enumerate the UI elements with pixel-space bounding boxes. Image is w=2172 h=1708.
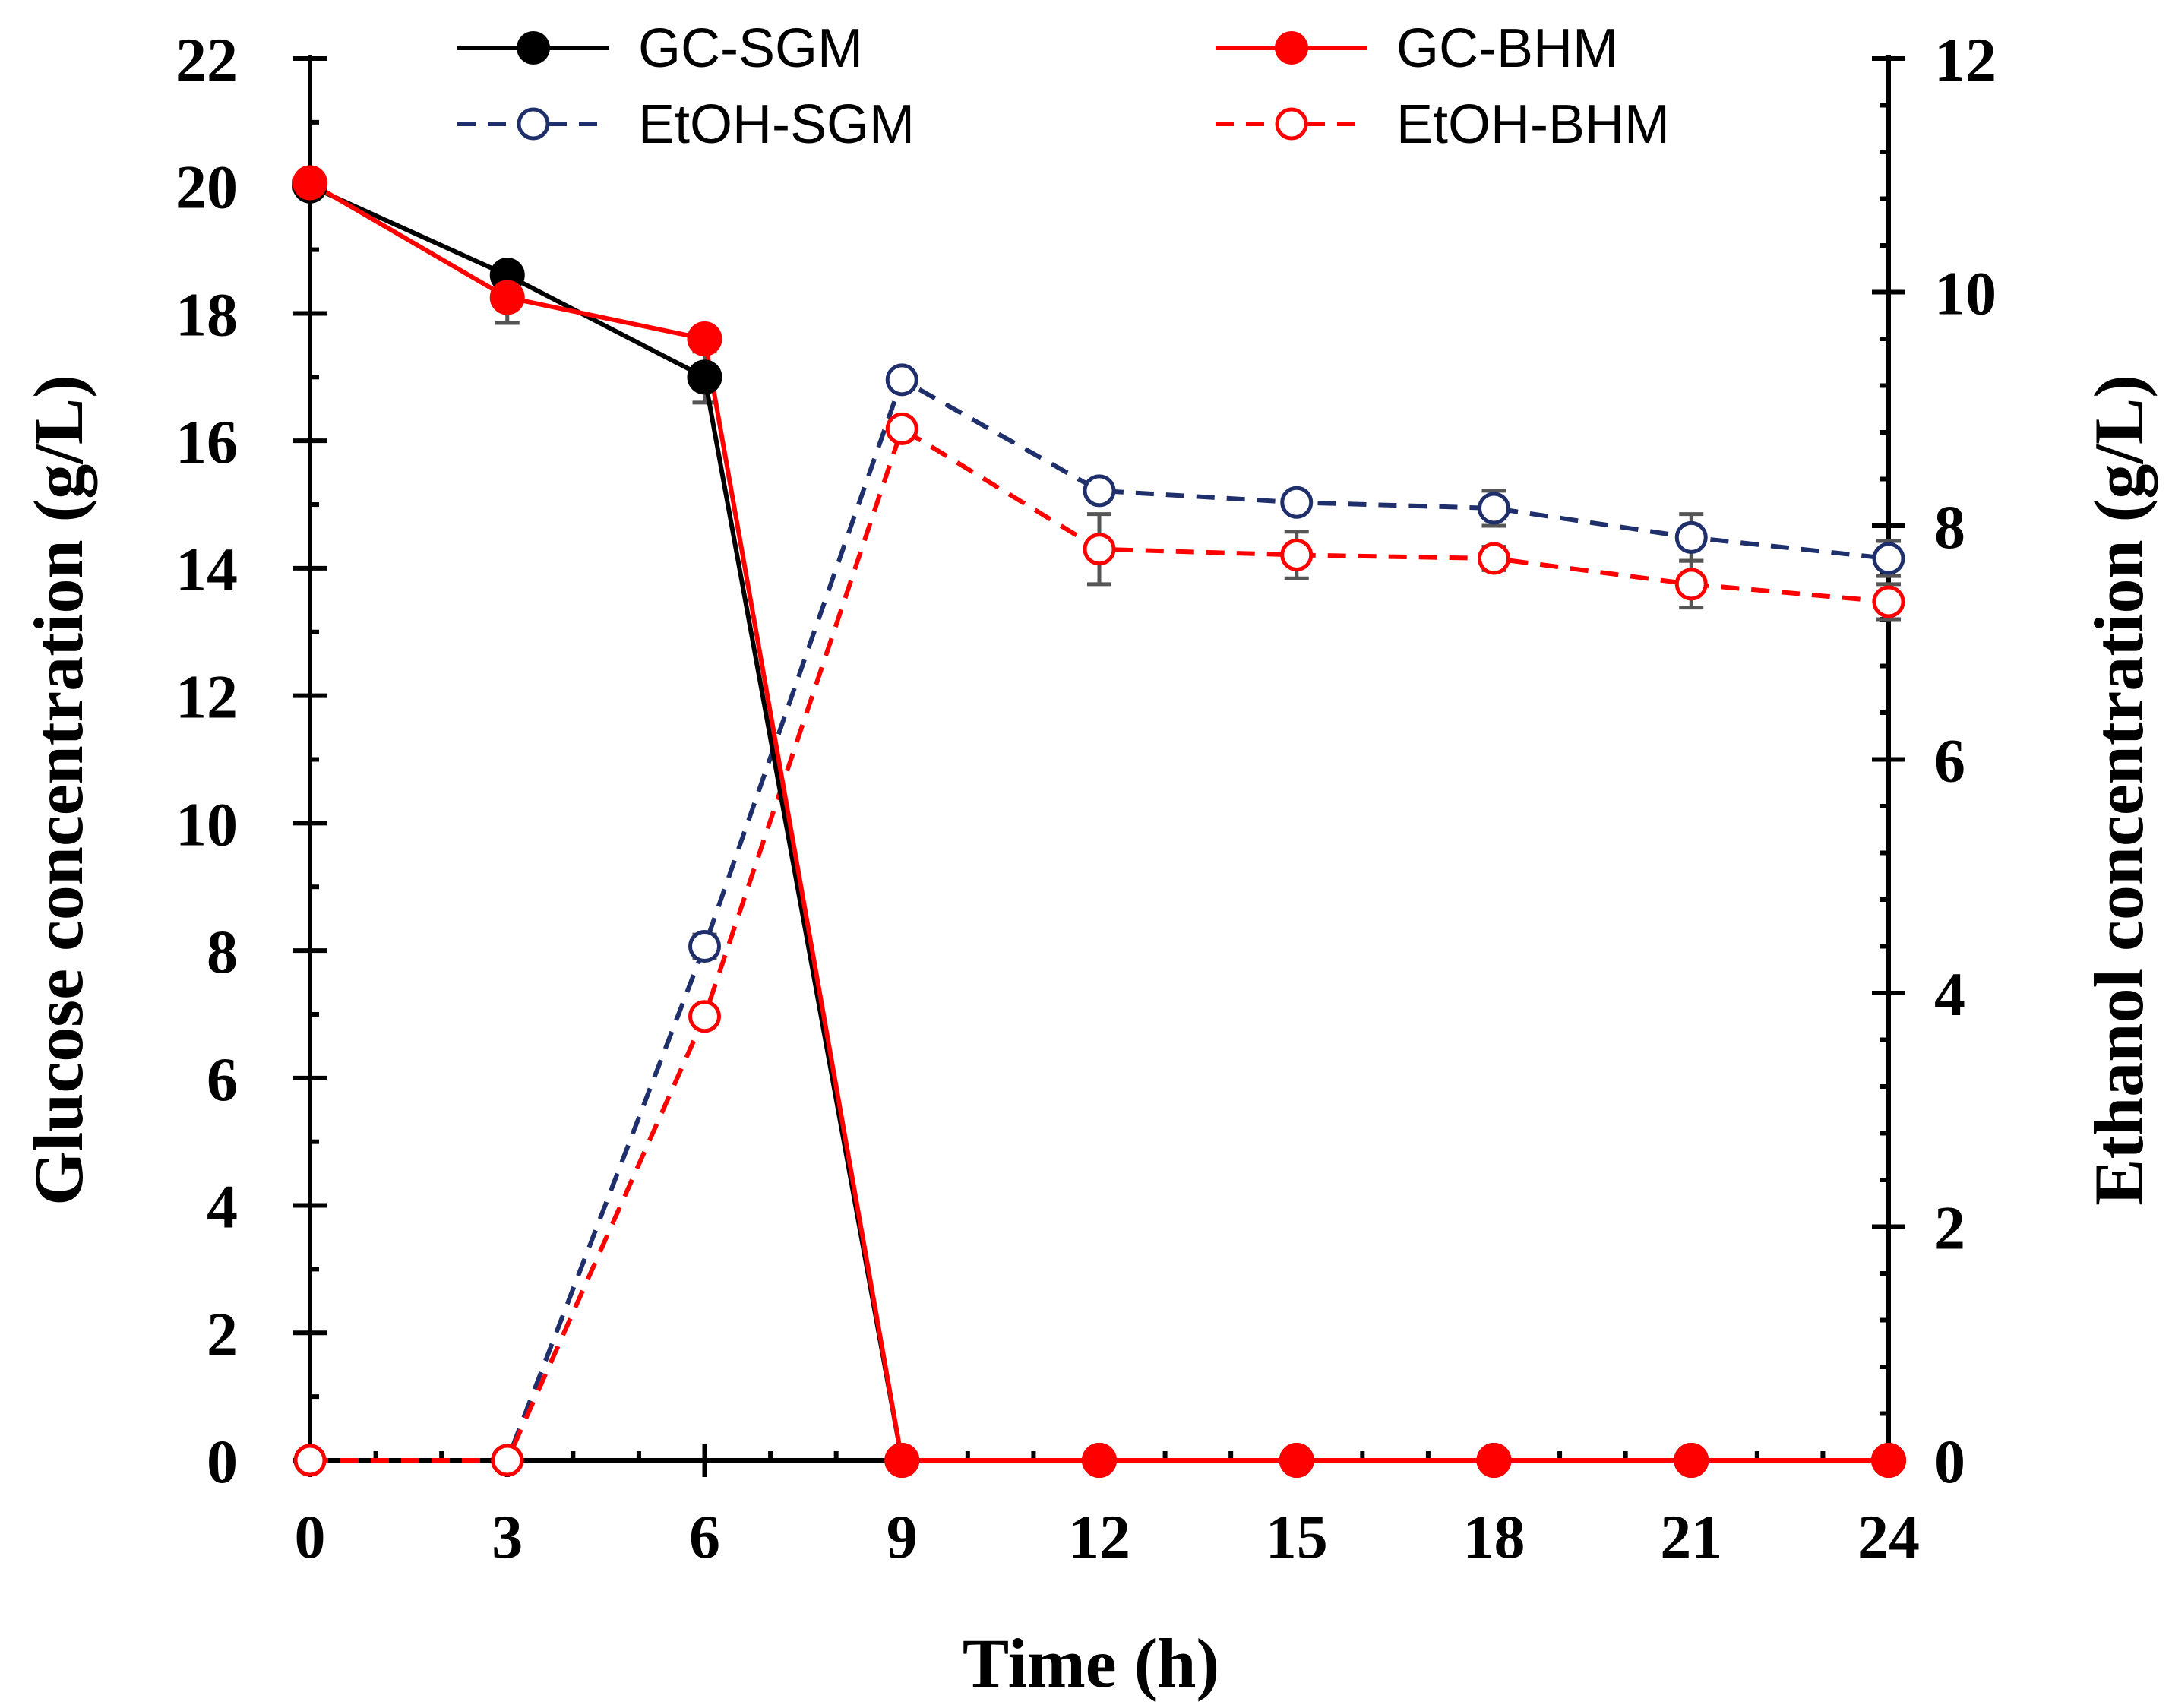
y2-tick-label: 6 [1934,726,1965,795]
x-tick-label: 0 [295,1502,326,1571]
data-point [1280,538,1314,571]
legend: GC-SGM GC-BHM EtOH-SGM EtOH-BHM [457,18,1670,155]
y2-axis-title: Ethanol concentration (g/L) [2080,375,2158,1206]
legend-label: GC-BHM [1396,18,1618,79]
series-line-gc-sgm [308,183,1889,1463]
y-tick-label: 4 [207,1172,238,1241]
y-tick-label: 18 [175,280,238,349]
data-point [688,930,721,963]
y2-tick-label: 4 [1934,960,1965,1029]
y-tick-label: 0 [207,1427,238,1496]
data-point [1872,585,1905,618]
x-tick-label: 24 [1857,1502,1920,1571]
data-point [1083,533,1116,566]
y2-tick-label: 0 [1934,1427,1965,1496]
y-tick-label: 16 [175,407,238,476]
data-point [1082,1443,1117,1478]
data-point [884,1443,920,1478]
x-tick-label: 12 [1068,1502,1130,1571]
y-tick-label: 12 [175,663,238,732]
y2-tick-label: 12 [1934,25,1997,94]
y-tick-label: 20 [175,153,238,222]
data-point [491,1444,524,1477]
legend-label: EtOH-SGM [638,94,915,155]
series-line-gc-bhm [308,180,1889,1463]
data-point [1083,474,1116,508]
data-point [1872,542,1905,575]
y2-tick-label: 8 [1934,492,1965,561]
legend-marker [1275,31,1308,65]
y-tick-label: 8 [207,917,238,986]
data-point [885,412,918,445]
data-point [1674,568,1708,601]
y2-tick-label: 2 [1934,1194,1965,1263]
y-tick-label: 2 [207,1299,238,1368]
x-tick-label: 21 [1660,1502,1722,1571]
y-axis-title: Glucose concentration (g/L) [20,375,97,1206]
series-lines-layer [308,180,1889,1463]
data-point [1674,520,1708,554]
data-point [1871,1443,1906,1478]
data-point [489,280,525,315]
y-tick-label: 6 [207,1045,238,1114]
data-point [1478,542,1510,575]
data-point [885,363,918,397]
y2-tick-label: 10 [1934,259,1997,328]
x-axis-title: Time (h) [963,1624,1219,1702]
data-point [292,165,327,201]
data-point [1478,492,1510,525]
y-tick-label: 14 [175,535,238,604]
data-point [687,359,722,395]
legend-label: GC-SGM [638,18,863,79]
legend-marker [1275,107,1308,141]
legend-marker [517,107,550,141]
x-tick-label: 6 [689,1502,720,1571]
x-tick-label: 15 [1266,1502,1328,1571]
x-tick-label: 3 [492,1502,523,1571]
y-tick-label: 10 [175,789,238,859]
data-point [1674,1443,1709,1478]
data-point [1476,1443,1512,1478]
data-point [1280,486,1314,519]
legend-marker [517,31,550,65]
axes-layer: 0 3 6 9 12 15 18 21 2402468101214161820220246810… [175,25,1997,1571]
data-point [687,321,722,356]
legend-label: EtOH-BHM [1396,94,1670,155]
data-points-layer [292,165,1906,1478]
x-tick-label: 18 [1463,1502,1525,1571]
data-point [688,1000,721,1033]
data-point [1279,1443,1314,1478]
x-tick-label: 9 [887,1502,918,1571]
data-point [293,1444,327,1477]
y-tick-label: 22 [175,25,238,94]
series-line-etoh-sgm [310,377,1889,1463]
